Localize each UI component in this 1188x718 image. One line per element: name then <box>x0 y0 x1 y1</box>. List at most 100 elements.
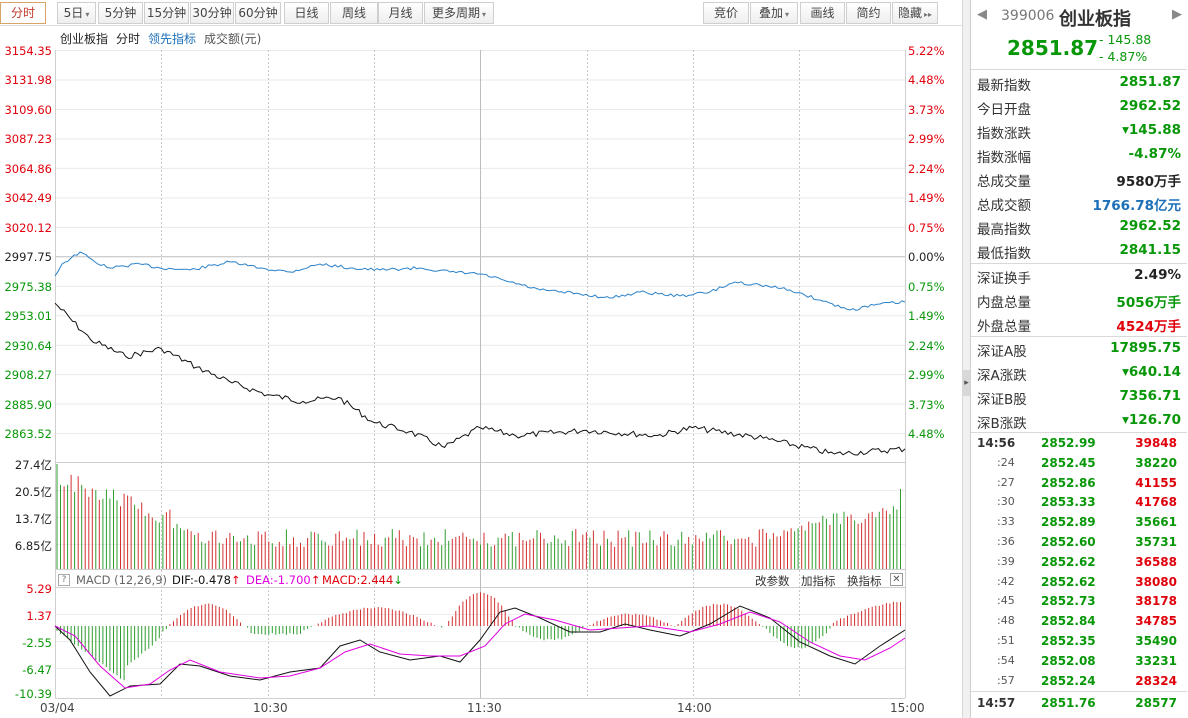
period-tab-5[interactable]: 60分钟 <box>235 2 281 24</box>
quote-row: 最新指数 2851.87 <box>971 71 1187 95</box>
tick-row: :39 2852.62 36588 <box>971 553 1187 573</box>
quote-row-label: 指数涨跌 <box>977 126 1031 142</box>
tool-tab-label: 简约 <box>856 6 881 20</box>
macd-dif-value: DIF:-0.478↑ <box>172 573 241 587</box>
quote-row-label: 总成交额 <box>977 198 1031 214</box>
price-tick-label: 3087.23 <box>4 132 52 147</box>
next-stock-icon[interactable]: ▶ <box>1172 7 1182 22</box>
tick-price: 2852.60 <box>1041 535 1096 549</box>
period-tab-label: 30分钟 <box>192 6 232 20</box>
period-tab-0[interactable]: 分时 <box>0 2 46 24</box>
period-tab-2[interactable]: 5分钟 <box>98 2 143 24</box>
pct-tick-label: 4.48% <box>908 73 945 88</box>
price-tick-label: 3154.35 <box>4 44 52 58</box>
pct-tick-label: 1.49% <box>908 309 945 324</box>
quote-row-value: 2851.87 <box>1119 74 1182 90</box>
collapse-arrow-icon[interactable]: ▸ <box>963 370 970 396</box>
quote-row: 总成交额 1766.78亿元 <box>971 191 1187 215</box>
down-arrow-icon: ↓ <box>393 573 403 587</box>
macd-edit-params[interactable]: 改参数 <box>755 574 790 588</box>
quote-row: 外盘总量 4524万手 <box>971 312 1187 336</box>
tick-row: :33 2852.89 35661 <box>971 513 1187 533</box>
macd-dif-text: DIF:-0.478 <box>172 573 231 587</box>
period-tab-9[interactable]: 更多周期 ▾ <box>424 2 494 24</box>
quote-row-value: 9580万手 <box>1116 174 1181 190</box>
x-label-1130: 11:30 <box>467 701 502 715</box>
tick-price: 2852.73 <box>1041 594 1096 609</box>
period-tab-6[interactable]: 日线 <box>284 2 329 24</box>
macd-macd-text: MACD:2.444 <box>322 573 394 587</box>
dropdown-icon: ▾ <box>785 10 790 19</box>
quote-row-label: 外盘总量 <box>977 319 1031 335</box>
chart-grid <box>55 50 906 699</box>
chart-header: 创业板指 分时 领先指标 成交额(元) <box>0 28 962 48</box>
tool-tab-1[interactable]: 叠加 ▾ <box>750 2 798 24</box>
quote-row: 深B涨跌 ▾126.70 <box>971 409 1187 433</box>
quote-row: 最低指数 2841.15 <box>971 239 1187 263</box>
tick-time: :42 <box>997 574 1015 588</box>
tick-volume: 35661 <box>1135 515 1177 530</box>
period-tab-label: 周线 <box>341 6 366 20</box>
period-tab-label: 5日 <box>63 6 84 20</box>
tick-volume: 36588 <box>1135 554 1177 569</box>
period-tab-1[interactable]: 5日 ▾ <box>57 2 96 24</box>
up-arrow-icon: ↑ <box>310 573 321 587</box>
tick-price: 2852.62 <box>1041 574 1096 589</box>
macd-add-indicator[interactable]: 加指标 <box>801 574 836 588</box>
tick-time: 14:57 <box>977 696 1016 711</box>
period-tab-7[interactable]: 周线 <box>330 2 378 24</box>
pct-tick-label: 4.48% <box>908 427 945 442</box>
tick-price: 2852.08 <box>1041 653 1096 668</box>
quote-row-value: ▾126.70 <box>1122 412 1181 428</box>
quote-row: 深A涨跌 ▾640.14 <box>971 361 1187 385</box>
divider <box>971 69 1187 70</box>
leading-indicator-label[interactable]: 领先指标 <box>148 32 197 46</box>
period-tab-label: 日线 <box>294 6 319 20</box>
tool-tab-label: 叠加 <box>758 6 783 20</box>
period-toolbar: 分时 5日 ▾ 5分钟 15分钟 30分钟 60分钟 日线 周线 月线 更多周期 ▾ 竞价 叠加 ▾ 画线 简约… <box>0 0 962 26</box>
tool-tab-3[interactable]: 简约 <box>846 2 891 24</box>
volume-tick-label: 6.85亿 <box>14 539 52 553</box>
panel-splitter[interactable]: ▸ <box>962 0 970 718</box>
dropdown-icon: ▾ <box>482 10 487 19</box>
quote-row-value: 1766.78亿元 <box>1092 198 1182 214</box>
x-label-1400: 14:00 <box>677 701 712 715</box>
tick-row: :24 2852.45 38220 <box>971 454 1187 474</box>
tick-time: :48 <box>997 614 1015 628</box>
pct-tick-label: 0.75% <box>908 279 945 294</box>
macd-settings-icon[interactable]: ? <box>58 574 70 586</box>
tick-price: 2852.45 <box>1041 455 1096 470</box>
period-tab-4[interactable]: 30分钟 <box>190 2 234 24</box>
period-tab-8[interactable]: 月线 <box>378 2 423 24</box>
tick-time: :27 <box>997 475 1015 489</box>
tool-tab-0[interactable]: 竞价 <box>703 2 749 24</box>
pct-tick-label: 2.24% <box>908 338 945 353</box>
x-label-date: 03/04 <box>40 701 75 715</box>
tool-tab-2[interactable]: 画线 <box>800 2 845 24</box>
tick-price: 2852.86 <box>1041 475 1096 490</box>
tick-price: 2852.99 <box>1041 436 1096 450</box>
quote-row: 深证换手 2.49% <box>971 264 1187 288</box>
leading-index-line <box>54 251 906 311</box>
macd-switch-indicator[interactable]: 换指标 <box>847 574 882 588</box>
tick-volume: 38178 <box>1135 594 1177 609</box>
tick-time: :33 <box>997 515 1015 529</box>
quote-row: 指数涨幅 -4.87% <box>971 143 1187 167</box>
macd-dif-line <box>54 605 906 697</box>
tick-time: :57 <box>997 673 1015 687</box>
tick-row: :36 2852.60 35731 <box>971 533 1187 553</box>
chart-area[interactable] <box>0 0 962 718</box>
tick-volume: 35731 <box>1135 535 1177 549</box>
quote-row-value: 7356.71 <box>1119 388 1182 404</box>
quote-row-label: 深B涨跌 <box>977 416 1027 432</box>
quote-row-value: ▾640.14 <box>1122 364 1181 380</box>
close-icon[interactable]: ✕ <box>890 573 903 586</box>
tick-row: :48 2852.84 34785 <box>971 612 1187 632</box>
tick-volume: 39848 <box>1135 436 1177 450</box>
macd-tick-label: 1.37 <box>26 609 52 623</box>
prev-stock-icon[interactable]: ◀ <box>977 7 987 22</box>
period-tab-3[interactable]: 15分钟 <box>144 2 189 24</box>
quote-row-value: 2962.52 <box>1119 218 1182 234</box>
tool-tab-4[interactable]: 隐藏 ▸▸ <box>892 2 938 24</box>
tick-row: :30 2853.33 41768 <box>971 493 1187 513</box>
